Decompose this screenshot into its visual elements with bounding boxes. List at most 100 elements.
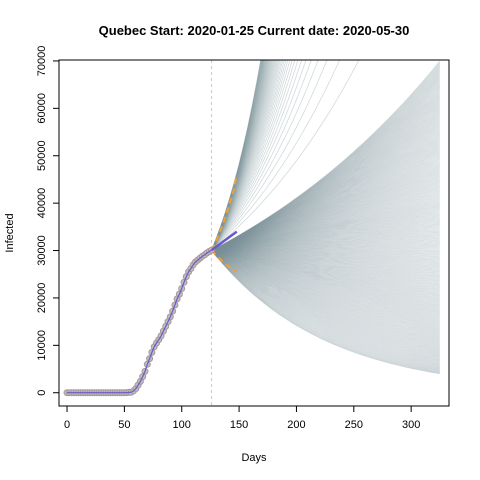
projection-line xyxy=(211,60,287,251)
projection-line xyxy=(211,192,440,251)
projection-line xyxy=(211,171,440,251)
projection-line xyxy=(211,250,440,323)
projection-line xyxy=(211,231,440,251)
projection-line xyxy=(211,250,440,313)
projection-line xyxy=(211,95,441,251)
y-tick-label: 60000 xyxy=(36,93,48,124)
projection-line xyxy=(211,190,440,251)
projection-line xyxy=(211,250,440,374)
projection-line xyxy=(211,60,265,251)
projection-line xyxy=(211,250,440,352)
projection-line xyxy=(211,230,440,251)
projection-line xyxy=(211,60,299,251)
projection-line xyxy=(211,138,441,251)
projection-line xyxy=(211,150,441,251)
y-axis: 0 10000 20000 30000 40000 50000 60000 70000 xyxy=(36,46,60,396)
projection-line xyxy=(211,60,441,251)
projection-line xyxy=(211,250,440,284)
projection-line xyxy=(211,250,440,252)
projection-line xyxy=(211,233,440,251)
projection-line xyxy=(211,250,440,370)
y-tick-label: 50000 xyxy=(36,140,48,171)
projection-line xyxy=(211,60,269,251)
projection-line xyxy=(211,60,293,251)
projection-line xyxy=(211,180,440,251)
projection-line xyxy=(211,114,441,251)
projection-line xyxy=(211,122,441,251)
projection-line xyxy=(211,250,440,317)
x-axis: 0 50 100 150 200 250 300 xyxy=(64,405,420,431)
projection-line xyxy=(211,250,440,337)
projection-line xyxy=(211,250,440,363)
projection-line xyxy=(211,250,440,334)
projection-line xyxy=(211,250,440,325)
projection-line xyxy=(211,250,440,253)
projection-line xyxy=(211,60,328,251)
projection-line xyxy=(211,250,440,260)
projection-line xyxy=(211,250,440,338)
projection-line xyxy=(211,80,441,251)
projection-line xyxy=(211,74,441,251)
projection-line xyxy=(211,60,296,251)
projection-line xyxy=(211,229,440,251)
projection-line xyxy=(211,165,440,251)
projection-line xyxy=(211,250,440,277)
projection-line xyxy=(211,250,440,349)
projection-line xyxy=(211,82,441,251)
projection-line xyxy=(211,97,441,251)
upper-bound-line xyxy=(210,174,238,251)
projection-line xyxy=(211,250,440,342)
projection-line xyxy=(211,250,440,293)
projection-line xyxy=(211,250,440,352)
projection-line xyxy=(211,250,440,373)
projection-line xyxy=(211,238,440,251)
projection-line xyxy=(211,250,440,346)
projection-line xyxy=(211,222,440,251)
projection-line xyxy=(211,250,440,258)
projection-line xyxy=(211,60,274,251)
projection-line xyxy=(211,250,440,340)
projection-line xyxy=(211,250,440,266)
chart-title: Quebec Start: 2020-01-25 Current date: 2… xyxy=(99,23,410,38)
projection-line xyxy=(211,60,264,251)
projection-line xyxy=(211,250,440,263)
projection-line xyxy=(211,250,440,321)
projection-line xyxy=(211,189,440,251)
projection-line xyxy=(211,250,440,300)
projection-line xyxy=(211,250,440,290)
projection-line xyxy=(211,120,441,251)
projection-line xyxy=(211,244,440,251)
projection-line xyxy=(211,173,440,251)
projection-line xyxy=(211,250,440,297)
projection-line xyxy=(211,175,440,251)
projection-line xyxy=(211,176,440,251)
projection-line xyxy=(211,250,440,324)
projection-line xyxy=(211,237,440,251)
projection-line xyxy=(211,250,440,334)
projection-line xyxy=(211,250,440,256)
projection-line xyxy=(211,60,267,251)
projection-line xyxy=(211,60,341,251)
projection-line xyxy=(211,88,441,251)
projection-line xyxy=(211,77,441,251)
projection-line xyxy=(211,250,440,273)
projection-line xyxy=(211,246,440,251)
projection-line xyxy=(211,89,441,251)
projection-line xyxy=(211,250,440,301)
projection-line xyxy=(211,211,440,251)
projection-line xyxy=(211,250,440,298)
projection-line xyxy=(211,101,441,251)
projection-line xyxy=(211,236,440,251)
projection-line xyxy=(211,250,440,280)
projection-line xyxy=(211,60,264,251)
projection-line xyxy=(211,191,440,251)
projection-line xyxy=(211,187,440,251)
projection-line xyxy=(211,60,280,251)
projection-line xyxy=(211,60,271,251)
projection-line xyxy=(211,250,440,278)
projection-line xyxy=(211,250,440,330)
projection-line xyxy=(211,208,440,251)
projection-line xyxy=(211,155,440,251)
projection-line xyxy=(211,250,440,276)
projection-line xyxy=(211,196,440,251)
